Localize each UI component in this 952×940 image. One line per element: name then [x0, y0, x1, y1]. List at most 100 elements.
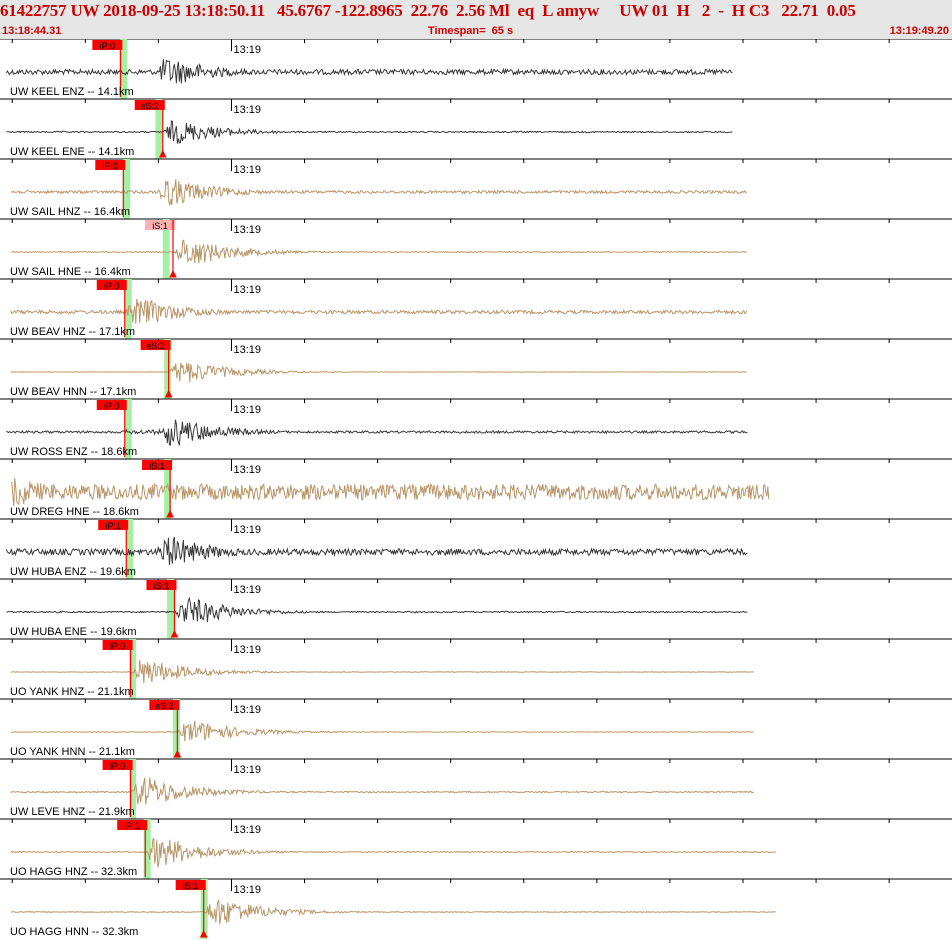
minute-tick-label: 13:19: [233, 44, 261, 56]
channel-label[interactable]: UW SAIL HNZ -- 16.4km: [10, 206, 130, 218]
pick-flag[interactable]: [142, 460, 173, 470]
pick-label: eS:2: [146, 341, 165, 351]
waveform-trace: [5, 59, 733, 84]
waveform-panel[interactable]: iP:0 13:19 UW KEEL ENZ -- 14.1km eS:2 13:19 U…: [0, 39, 952, 940]
minute-tick-label: 13:19: [233, 284, 261, 296]
pick-flag[interactable]: [134, 100, 165, 110]
minute-tick-label: 13:19: [233, 344, 261, 356]
pick-flag[interactable]: [95, 160, 126, 170]
theoretical-arrival-band: [164, 459, 172, 519]
theoretical-arrival-band: [164, 339, 172, 399]
channel-label[interactable]: UO HAGG HNZ -- 32.3km: [10, 866, 137, 878]
pick-flag[interactable]: [98, 520, 129, 530]
theoretical-arrival-band: [120, 39, 128, 99]
theoretical-arrival-band: [124, 399, 132, 459]
minute-tick-label: 13:19: [233, 764, 261, 776]
pick-label: iS:1: [152, 221, 168, 231]
channel-label[interactable]: UW KEEL ENZ -- 14.1km: [10, 86, 134, 98]
channel-label[interactable]: UO YANK HNZ -- 21.1km: [10, 686, 134, 698]
theoretical-arrival-band: [123, 159, 131, 219]
pick-flag[interactable]: [96, 280, 127, 290]
pick-triangle: [166, 509, 174, 518]
channel-label[interactable]: UW HUBA ENZ -- 19.6km: [10, 566, 136, 578]
minute-tick-label: 13:19: [233, 104, 261, 116]
event-header: 61422757 UW 2018-09-25 13:18:50.11 45.67…: [0, 0, 952, 39]
pick-label: iP:0: [104, 281, 120, 291]
waveform-trace: [6, 419, 748, 446]
timespan-label: Timespan= 65 s: [428, 25, 514, 37]
minute-tick-label: 13:19: [233, 524, 261, 536]
pick-label: iP:0: [104, 401, 120, 411]
channel-label[interactable]: UW DREG HNE -- 18.6km: [10, 506, 139, 518]
waveform-trace: [10, 899, 776, 925]
channel-label[interactable]: UW BEAV HNN -- 17.1km: [10, 386, 136, 398]
pick-flag[interactable]: [145, 220, 175, 230]
pick-label: iS:1: [149, 461, 165, 471]
waveform-trace: [6, 120, 733, 144]
minute-tick-label: 13:19: [233, 404, 261, 416]
channel-label[interactable]: UO HAGG HNN -- 32.3km: [10, 926, 138, 938]
pick-label: iS:1: [154, 581, 170, 591]
waveform-trace: [10, 777, 755, 805]
minute-tick-label: 13:19: [233, 224, 261, 236]
waveform-trace: [10, 720, 754, 742]
minute-tick-label: 13:19: [233, 824, 261, 836]
pick-triangle: [164, 389, 173, 398]
pick-triangle: [170, 629, 179, 638]
pick-label: eS:2: [155, 701, 174, 711]
pick-flag[interactable]: [175, 880, 206, 890]
waveform-trace: [10, 659, 754, 684]
pick-flag[interactable]: [102, 760, 133, 770]
pick-flag[interactable]: [92, 40, 123, 50]
minute-tick-label: 13:19: [233, 644, 261, 656]
theoretical-arrival-band: [167, 579, 175, 639]
waveform-trace: [5, 537, 748, 565]
waveform-trace: [10, 837, 776, 868]
minute-tick-label: 13:19: [233, 704, 261, 716]
waveform-trace: [10, 179, 748, 206]
theoretical-arrival-band: [129, 639, 137, 699]
theoretical-arrival-band: [162, 219, 170, 279]
pick-flag[interactable]: [140, 340, 171, 350]
pick-label: iP:0: [110, 641, 126, 651]
start-time: 13:18:44.31: [2, 25, 62, 37]
theoretical-arrival-band: [126, 519, 134, 579]
minute-tick-label: 13:19: [233, 464, 261, 476]
waveform-trace: [10, 298, 748, 324]
pick-triangle: [158, 149, 167, 158]
pick-label: iS:1: [183, 881, 199, 891]
pick-flag[interactable]: [96, 400, 127, 410]
pick-flag[interactable]: [117, 820, 148, 830]
waveform-trace: [10, 362, 747, 383]
end-time: 13:19:49.20: [889, 25, 949, 37]
event-title: 61422757 UW 2018-09-25 13:18:50.11 45.67…: [0, 1, 856, 20]
waveform-trace: [10, 478, 770, 507]
pick-label: eS:2: [141, 101, 160, 111]
pick-flag[interactable]: [149, 700, 180, 710]
theoretical-arrival-band: [172, 699, 180, 759]
minute-tick-label: 13:19: [233, 884, 261, 896]
minute-tick-label: 13:19: [233, 164, 261, 176]
pick-flag[interactable]: [102, 640, 133, 650]
pick-label: iP:1: [124, 821, 140, 831]
pick-label: iP:0: [103, 161, 119, 171]
pick-triangle: [169, 269, 177, 278]
channel-label[interactable]: UW ROSS ENZ -- 18.6km: [10, 446, 137, 458]
waveform-trace: [10, 239, 748, 264]
minute-tick-label: 13:19: [233, 584, 261, 596]
pick-label: iP:0: [100, 41, 116, 51]
theoretical-arrival-band: [129, 759, 137, 819]
pick-flag[interactable]: [146, 580, 177, 590]
pick-label: iP:1: [105, 521, 121, 531]
pick-triangle: [199, 929, 208, 938]
theoretical-arrival-band: [155, 99, 163, 159]
pick-triangle: [173, 749, 182, 758]
channel-label[interactable]: UW SAIL HNE -- 16.4km: [10, 266, 131, 278]
channel-label[interactable]: UW KEEL ENE -- 14.1km: [10, 146, 134, 158]
channel-label[interactable]: UO YANK HNN -- 21.1km: [10, 746, 135, 758]
channel-label[interactable]: UW BEAV HNZ -- 17.1km: [10, 326, 135, 338]
channel-label[interactable]: UW LEVE HNZ -- 21.9km: [10, 806, 135, 818]
theoretical-arrival-band: [143, 819, 151, 879]
channel-label[interactable]: UW HUBA ENE -- 19.6km: [10, 626, 137, 638]
waveform-trace: [6, 596, 748, 623]
